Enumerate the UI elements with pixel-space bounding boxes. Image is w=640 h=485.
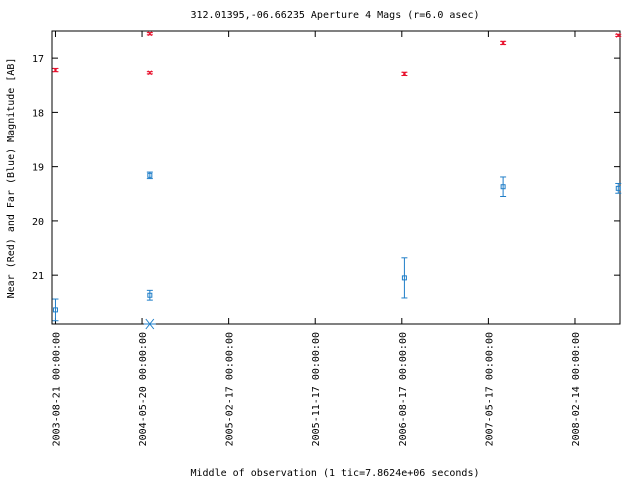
chart-title: 312.01395,-06.66235 Aperture 4 Mags (r=6…: [191, 10, 480, 21]
near-point: [615, 32, 622, 38]
x-tick-label: 2008-02-14 00:00:00: [571, 332, 582, 446]
far-point: [146, 171, 153, 180]
near-point: [500, 40, 507, 46]
x-tick-label: 2005-11-17 00:00:00: [311, 332, 322, 446]
y-tick-label: 18: [32, 108, 44, 119]
far-point: [401, 257, 408, 299]
y-tick-label: 20: [32, 217, 44, 228]
far-point: [52, 298, 59, 322]
x-tick-label: 2006-08-17 00:00:00: [398, 332, 409, 446]
y-tick-label: 17: [32, 54, 44, 65]
axis-ticks: 17 18 19 20 21 2003-08-21 00:00:00 2004-05-20 …: [32, 31, 620, 446]
near-point: [146, 31, 153, 37]
plot-frame: [51, 30, 621, 325]
far-point: [146, 289, 153, 301]
x-tick-label: 2005-02-17 00:00:00: [225, 332, 236, 446]
x-axis-label: Middle of observation (1 tic=7.8624e+06 …: [191, 468, 480, 479]
near-point: [401, 71, 408, 77]
x-tick-label: 2007-05-17 00:00:00: [484, 332, 495, 446]
limit-point: [143, 318, 156, 330]
y-axis-label: Near (Red) and Far (Blue) Magnitude [AB]: [6, 58, 17, 299]
far-point: [500, 176, 507, 197]
y-tick-label: 19: [32, 163, 44, 174]
data-marks: [52, 31, 622, 330]
x-tick-label: 2003-08-21 00:00:00: [51, 332, 62, 446]
x-tick-label: 2004-05-20 00:00:00: [138, 332, 149, 446]
near-point: [146, 70, 153, 76]
y-tick-label: 21: [32, 271, 44, 282]
near-point: [52, 67, 59, 73]
far-point: [615, 182, 622, 194]
